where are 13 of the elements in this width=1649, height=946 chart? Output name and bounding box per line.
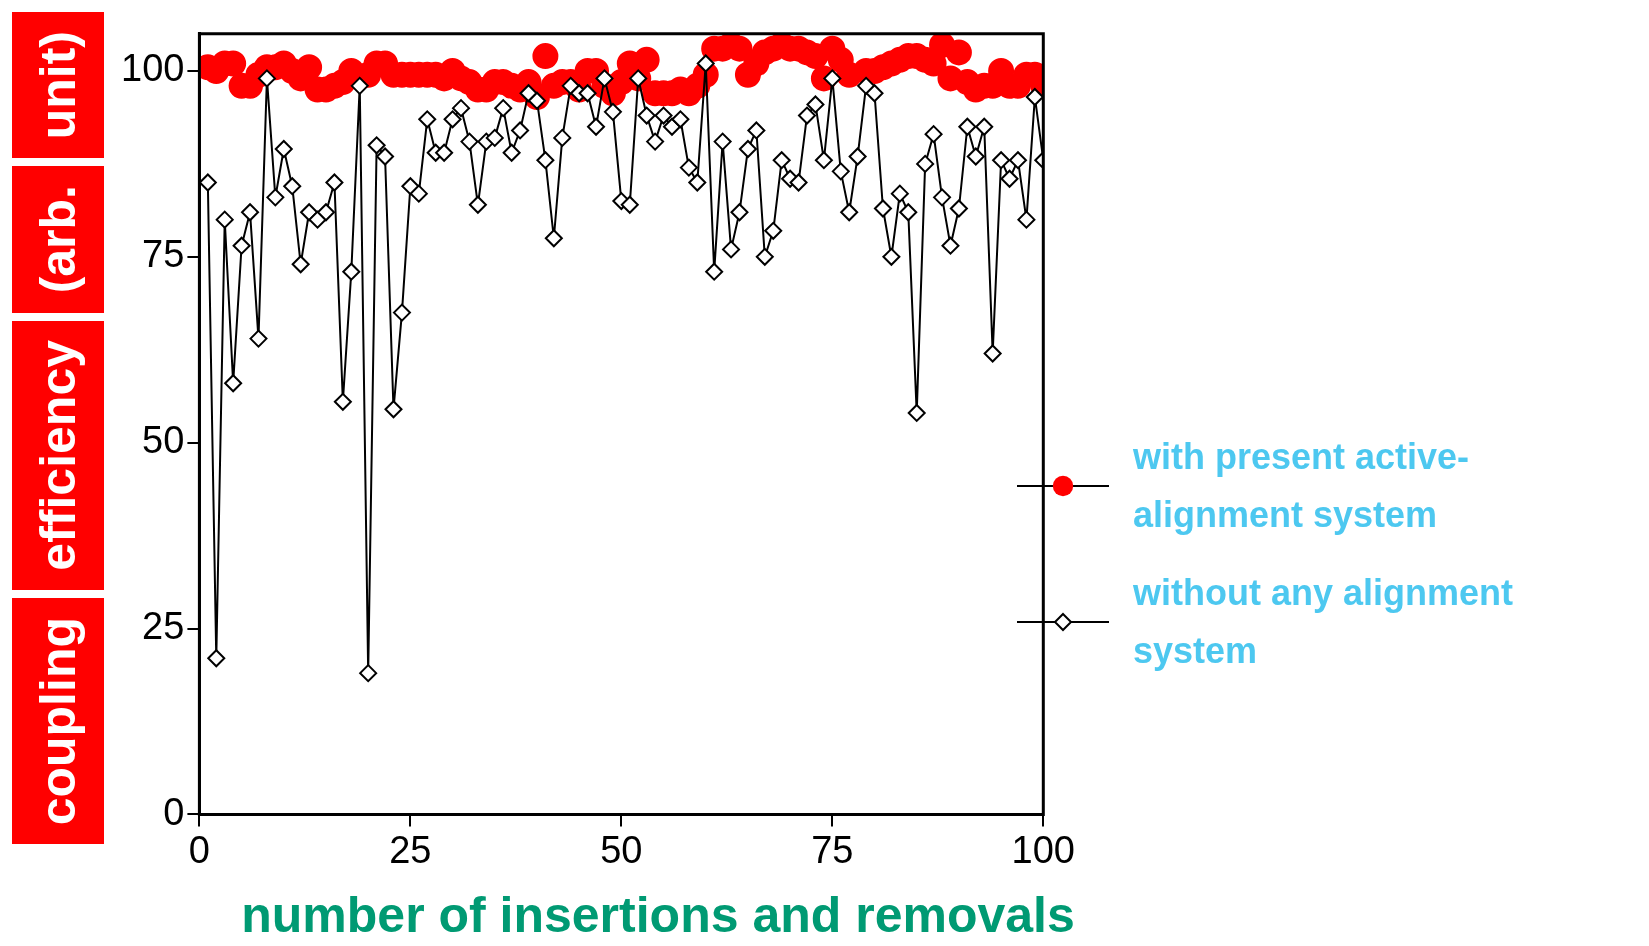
y-tick-label: 75 bbox=[142, 233, 185, 276]
y-tick-label: 25 bbox=[142, 605, 185, 648]
x-tick-label: 25 bbox=[389, 828, 432, 871]
x-tick-label: 75 bbox=[811, 828, 854, 871]
y-axis-title: coupling efficiency (arb. unit) bbox=[29, 31, 87, 825]
y-tick-label: 50 bbox=[142, 419, 185, 462]
x-axis-title: number of insertions and removals bbox=[240, 886, 1076, 944]
legend-label: without any alignment system bbox=[1133, 571, 1514, 673]
y-tick-label: 0 bbox=[163, 790, 185, 833]
y-tick-label: 100 bbox=[121, 47, 185, 90]
x-tick-label: 50 bbox=[600, 828, 643, 871]
x-tick-label: 100 bbox=[1011, 828, 1075, 871]
legend-label: with present active-alignment system bbox=[1133, 435, 1471, 537]
